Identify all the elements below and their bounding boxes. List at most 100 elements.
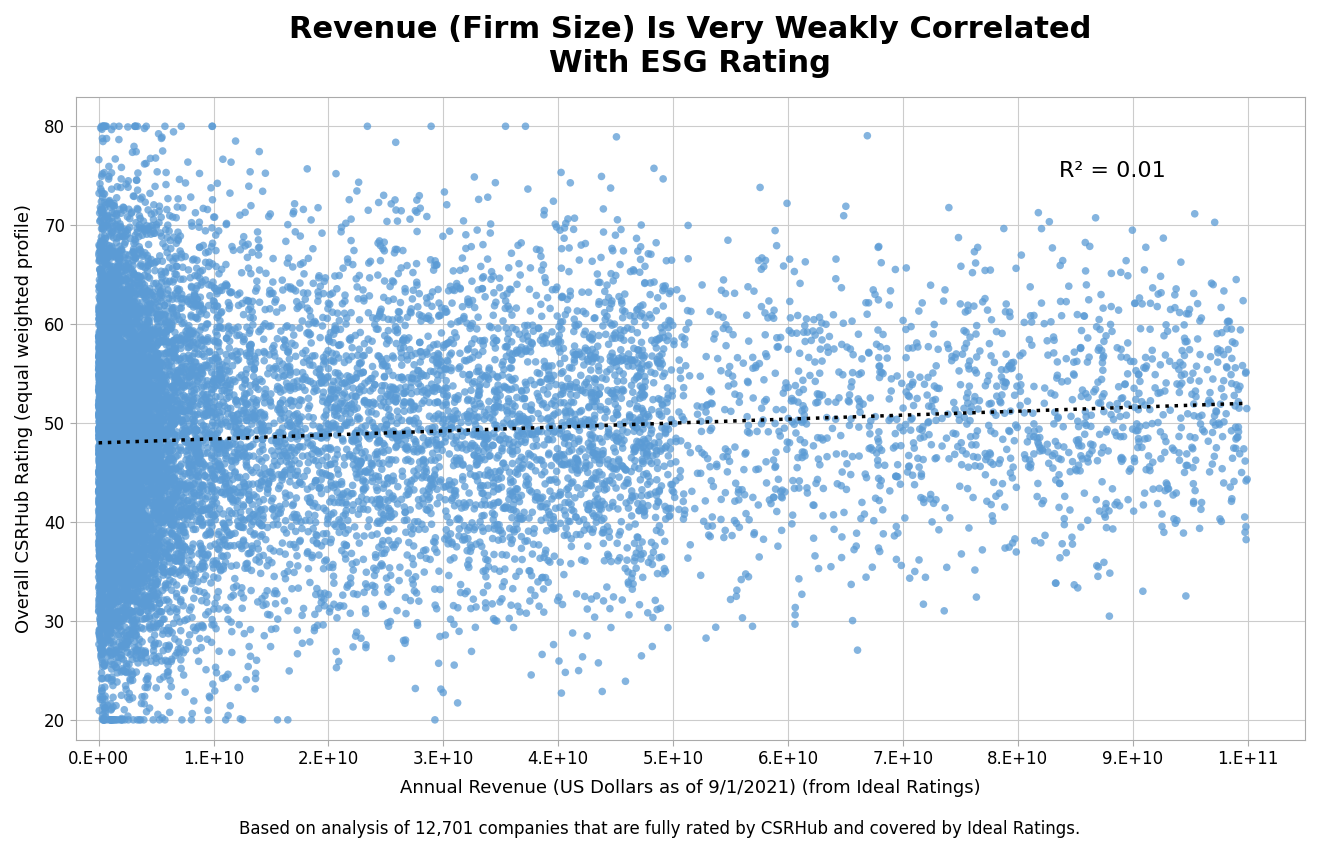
Point [95,443,116,457]
Point [123,371,144,384]
Point [102,226,123,239]
Point [131,557,152,570]
Point [162,426,183,440]
Point [100,376,121,389]
Point [110,341,131,354]
Point [133,622,154,635]
Point [90,651,111,664]
Point [186,293,207,306]
Point [292,636,313,650]
Point [111,354,132,367]
Point [161,288,182,302]
Point [91,310,112,323]
Point [809,310,830,324]
Point [177,425,198,438]
Point [115,531,136,545]
Point [602,242,623,255]
Point [116,480,137,493]
Point [119,479,140,492]
Point [244,361,265,375]
Point [141,377,162,391]
Point [124,495,145,508]
Point [181,458,202,471]
Point [124,495,145,508]
Point [96,429,117,442]
Point [91,449,112,463]
Point [94,373,115,387]
Point [209,442,230,456]
Point [1224,442,1245,455]
Point [98,173,119,186]
Point [136,372,157,386]
Point [110,418,131,431]
Point [106,471,127,485]
Point [91,575,112,589]
Point [124,438,145,452]
Point [1163,488,1184,502]
Point [899,459,920,473]
Point [136,598,157,612]
Point [1032,443,1053,457]
Point [120,526,141,540]
Point [510,509,531,523]
Point [88,445,110,459]
Point [645,444,667,458]
Point [95,567,116,580]
Point [92,468,114,481]
Point [107,525,128,538]
Point [90,467,111,481]
Point [139,389,160,403]
Point [107,516,128,530]
Point [95,522,116,536]
Point [91,475,112,489]
Point [100,382,121,396]
Point [240,358,261,371]
Point [218,320,239,333]
Point [127,459,148,472]
Point [115,272,136,286]
Point [288,511,309,525]
Point [107,574,128,587]
Point [99,563,120,577]
Point [700,460,721,474]
Point [226,427,247,441]
Point [185,469,206,482]
Point [281,337,302,350]
Point [119,693,140,706]
Point [928,343,949,356]
Point [92,713,114,727]
Point [90,475,111,489]
Point [227,348,248,361]
Point [123,392,144,405]
Point [244,363,265,376]
Point [91,417,112,431]
Point [91,464,112,477]
Point [135,689,156,703]
Point [91,202,112,216]
Point [92,566,114,580]
Point [634,351,655,365]
Point [95,327,116,340]
Point [150,496,172,509]
Point [259,288,280,301]
Point [102,432,123,446]
Point [766,446,787,459]
Point [178,340,199,354]
Point [418,482,440,496]
Point [343,563,364,577]
Point [104,401,125,415]
Point [121,420,143,433]
Point [121,453,143,466]
Point [255,589,276,602]
Point [1167,514,1188,527]
Point [286,407,308,420]
Point [354,376,375,390]
Point [91,382,112,395]
Point [264,587,285,601]
Point [96,514,117,527]
Point [276,361,297,375]
Point [226,580,247,593]
Point [92,354,114,367]
Point [88,370,110,383]
Point [157,445,178,459]
